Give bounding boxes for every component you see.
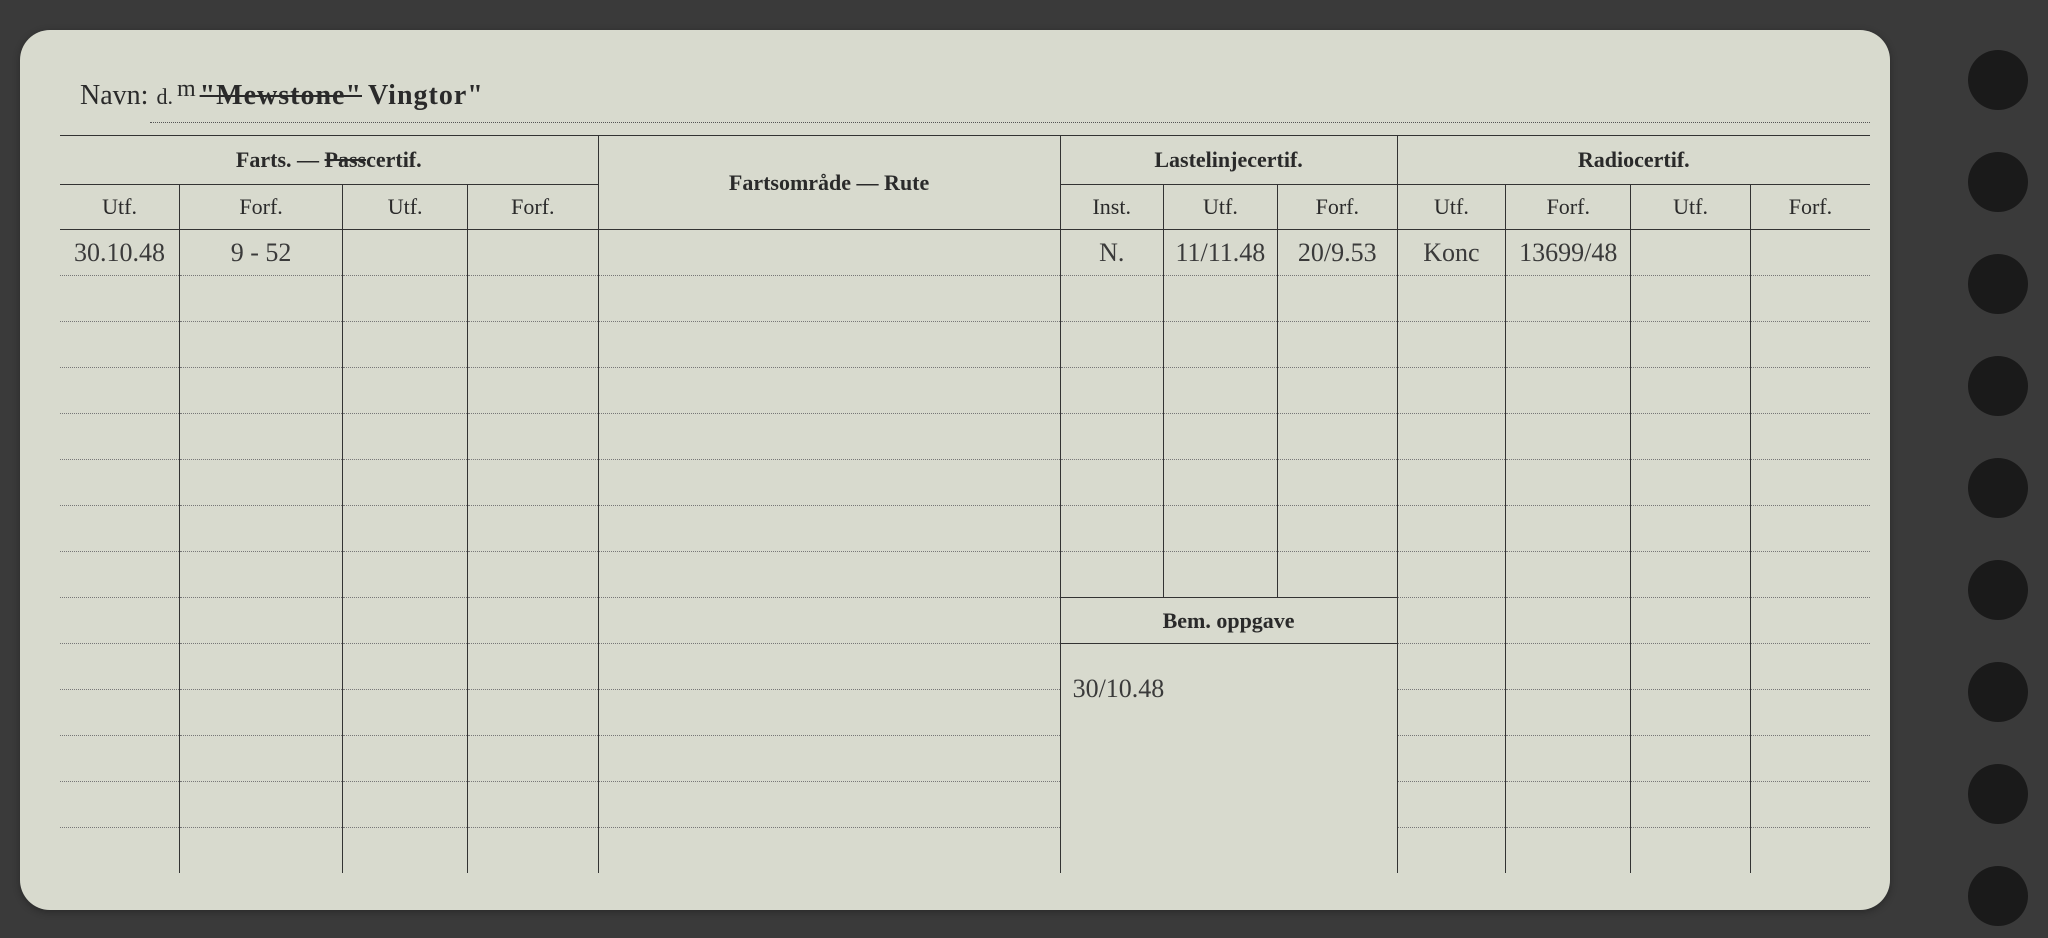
binder-hole xyxy=(1968,356,2028,416)
table-row xyxy=(60,276,1870,322)
sub-inst: Inst. xyxy=(1060,185,1163,230)
table-row xyxy=(60,552,1870,598)
cell-utf4: Konc xyxy=(1397,230,1506,276)
cell-inst: N. xyxy=(1060,230,1163,276)
certificate-table: Farts. — Passcertif. Fartsområde — Rute … xyxy=(60,135,1870,873)
header-farts-text: Farts. — xyxy=(236,147,325,172)
header-certif-suffix: certif. xyxy=(366,147,422,172)
binder-hole xyxy=(1968,152,2028,212)
sub-forf1: Forf. xyxy=(180,185,343,230)
cell-forf5 xyxy=(1750,230,1870,276)
table-row xyxy=(60,690,1870,736)
table-row xyxy=(60,736,1870,782)
cell-utf1: 30.10.48 xyxy=(60,230,180,276)
table-row: 30/10.48 xyxy=(60,644,1870,690)
cell-forf3: 20/9.53 xyxy=(1277,230,1397,276)
binder-hole xyxy=(1968,254,2028,314)
header-pass-struck: Pass xyxy=(325,147,367,172)
table-row xyxy=(60,506,1870,552)
binder-holes xyxy=(1968,50,2028,926)
table-row xyxy=(60,414,1870,460)
sub-forf2: Forf. xyxy=(468,185,598,230)
header-radio: Radiocertif. xyxy=(1397,136,1870,185)
name-current: Vingtor" xyxy=(368,80,484,112)
binder-hole xyxy=(1968,458,2028,518)
binder-hole xyxy=(1968,866,2028,926)
name-small-prefix: d. xyxy=(156,84,173,110)
sub-forf4: Forf. xyxy=(1506,185,1631,230)
sub-forf3: Forf. xyxy=(1277,185,1397,230)
name-struck: "Mewstone" xyxy=(200,80,362,112)
sub-utf5: Utf. xyxy=(1631,185,1751,230)
cell-utf5 xyxy=(1631,230,1751,276)
table-row xyxy=(60,828,1870,874)
sub-utf4: Utf. xyxy=(1397,185,1506,230)
name-prefix-handwritten: m xyxy=(177,76,196,103)
binder-hole xyxy=(1968,50,2028,110)
cell-forf1: 9 - 52 xyxy=(180,230,343,276)
cell-rute xyxy=(598,230,1060,276)
bem-value: 30/10.48 xyxy=(1073,674,1165,703)
name-row: Navn: d. m "Mewstone" Vingtor" xyxy=(80,80,484,112)
header-farts-pass: Farts. — Passcertif. xyxy=(60,136,598,185)
sub-utf2: Utf. xyxy=(343,185,468,230)
binder-hole xyxy=(1968,560,2028,620)
sub-forf5: Forf. xyxy=(1750,185,1870,230)
binder-hole xyxy=(1968,764,2028,824)
cell-forf2 xyxy=(468,230,598,276)
cell-utf2 xyxy=(343,230,468,276)
name-underline xyxy=(150,122,1870,123)
sub-utf1: Utf. xyxy=(60,185,180,230)
header-fartsomrade: Fartsområde — Rute xyxy=(598,136,1060,230)
cell-utf3: 11/11.48 xyxy=(1163,230,1277,276)
binder-hole xyxy=(1968,662,2028,722)
table-row xyxy=(60,368,1870,414)
table-row xyxy=(60,782,1870,828)
name-label: Navn: xyxy=(80,80,148,112)
table-row: 30.10.48 9 - 52 N. 11/11.48 20/9.53 Konc… xyxy=(60,230,1870,276)
table-row xyxy=(60,460,1870,506)
bem-cell: 30/10.48 xyxy=(1060,644,1397,874)
bem-header: Bem. oppgave xyxy=(1060,598,1397,644)
table-row: Bem. oppgave xyxy=(60,598,1870,644)
header-lastelinje: Lastelinjecertif. xyxy=(1060,136,1397,185)
sub-utf3: Utf. xyxy=(1163,185,1277,230)
group-header-row: Farts. — Passcertif. Fartsområde — Rute … xyxy=(60,136,1870,185)
cell-forf4: 13699/48 xyxy=(1506,230,1631,276)
table-row xyxy=(60,322,1870,368)
record-card: Navn: d. m "Mewstone" Vingtor" Farts. — … xyxy=(20,30,1890,910)
